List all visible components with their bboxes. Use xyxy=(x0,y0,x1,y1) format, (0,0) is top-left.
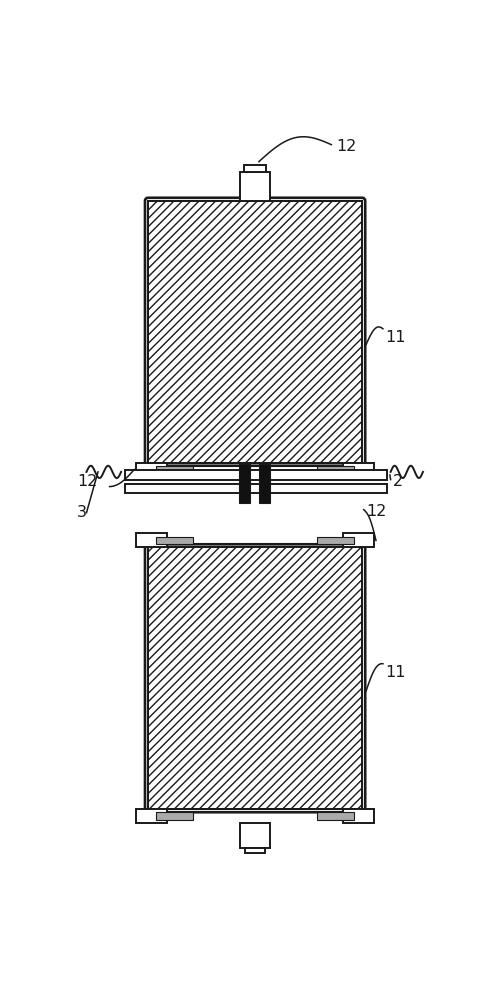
Bar xyxy=(241,172,270,201)
Text: 3: 3 xyxy=(77,505,87,520)
Bar xyxy=(136,533,167,547)
Bar xyxy=(318,537,354,544)
Bar xyxy=(156,812,193,820)
Text: 12: 12 xyxy=(337,139,357,154)
Bar xyxy=(241,823,270,848)
Bar xyxy=(343,463,374,477)
Bar xyxy=(148,201,362,463)
Bar xyxy=(148,201,362,463)
Bar xyxy=(259,464,270,503)
Bar xyxy=(148,547,362,809)
Bar xyxy=(151,203,360,460)
Bar xyxy=(125,484,387,493)
Bar xyxy=(125,470,387,480)
Bar xyxy=(343,533,374,547)
Text: 11: 11 xyxy=(385,330,406,345)
Bar xyxy=(156,537,193,544)
Bar xyxy=(148,547,362,809)
Text: 12: 12 xyxy=(366,504,386,519)
Bar xyxy=(245,165,266,172)
Text: 12: 12 xyxy=(77,474,97,489)
Bar xyxy=(318,466,354,473)
Text: 2: 2 xyxy=(393,474,403,489)
Bar xyxy=(245,848,265,853)
Bar xyxy=(136,809,167,823)
Text: 11: 11 xyxy=(385,665,406,680)
Bar xyxy=(240,464,250,503)
Bar xyxy=(318,812,354,820)
Bar xyxy=(156,466,193,473)
Bar xyxy=(136,463,167,477)
Bar xyxy=(343,809,374,823)
